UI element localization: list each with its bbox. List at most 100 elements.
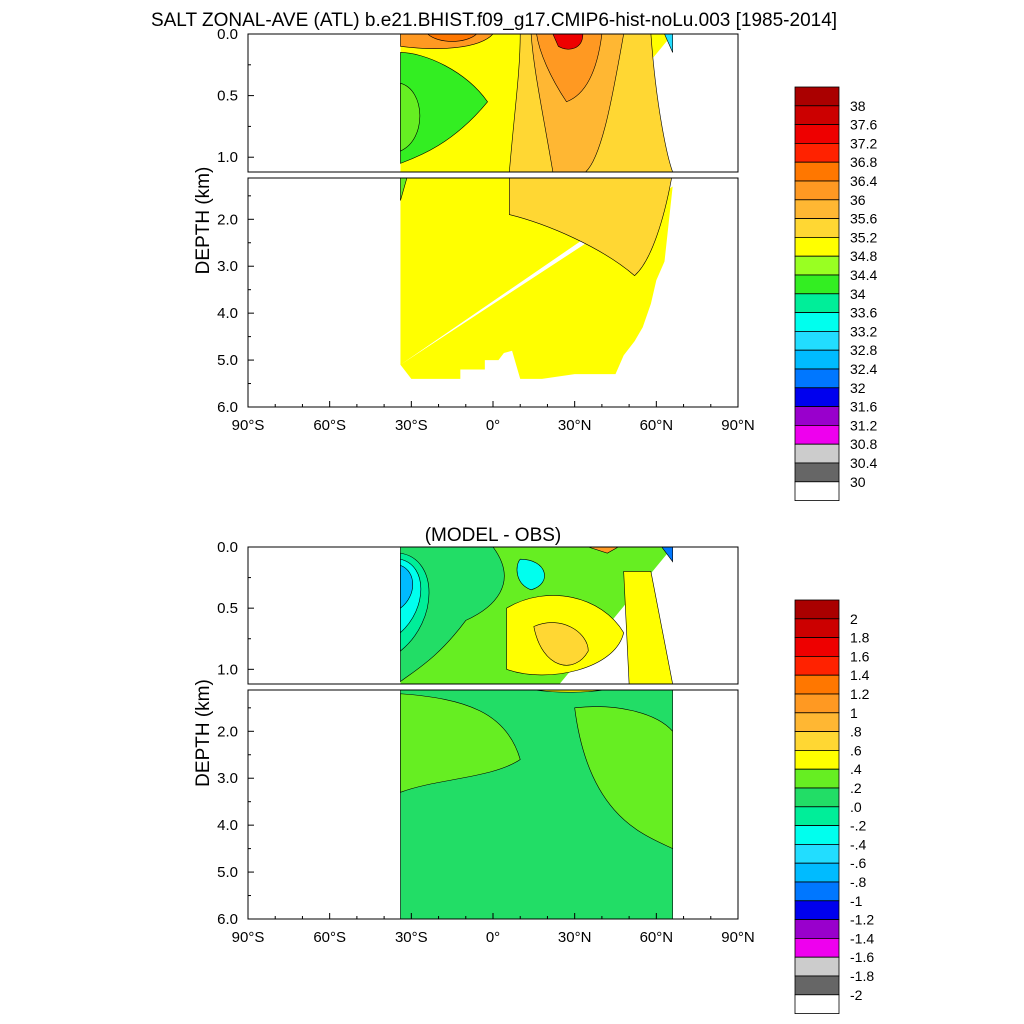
colorbar-box [794,844,840,864]
colorbar-label: 35.2 [850,229,877,245]
colorbar-label: 30 [850,474,866,490]
colorbar-box [794,656,840,676]
colorbar-label: 1.4 [850,667,870,683]
y-tick-label: 0.5 [217,600,238,617]
y-tick-label: 5.0 [217,864,238,881]
colorbar-label: -1.6 [850,949,874,965]
colorbar-box [794,387,840,407]
colorbar-box [794,787,840,808]
colorbar-label: .4 [850,761,862,777]
x-tick-label: 30°S [395,417,428,434]
contour-region [664,34,673,53]
y-tick-label: 2.0 [217,211,238,228]
colorbar-label: 1 [850,705,858,721]
colorbar-box [794,599,840,620]
contour-region [400,693,521,793]
colorbar-box [794,462,840,483]
colorbar-box [794,731,840,751]
colorbar-label: 1.6 [850,648,870,664]
y-axis-label: DEPTH (km) [193,167,214,275]
colorbar-box [794,142,840,163]
colorbar: 38 37.6 37.2 36.8 36.4 36 35.6 35.2 34.8 34.4 34 33… [794,86,877,501]
colorbar-label: -1.4 [850,930,874,946]
colorbar-label: 32.8 [850,342,877,358]
colorbar-box [794,481,840,501]
y-tick-label: 1.0 [217,661,238,678]
x-tick-label: 90°S [232,417,265,434]
colorbar-box [794,750,840,770]
colorbar-label: 32 [850,380,866,396]
panel-2: 0.00.51.02.03.04.05.06.090°S 60°S 30°S 0° 30… [193,539,874,1014]
y-tick-label: 5.0 [217,352,238,369]
colorbar-box [794,180,840,201]
field-upper [400,547,673,684]
y-tick-label: 0.0 [217,26,238,43]
colorbar-label: 32.4 [850,361,877,377]
colorbar-box [794,349,840,370]
colorbar-box [794,443,840,464]
colorbar-label: 31.6 [850,399,877,415]
x-tick-label: 90°S [232,929,265,946]
colorbar-box [794,105,840,126]
x-tick-label: 60°N [640,929,674,946]
y-tick-label: 6.0 [217,399,238,416]
contour-region [623,571,673,684]
contour-region [400,82,421,152]
y-tick-label: 0.5 [217,88,238,105]
colorbar: 21.81.61.41.21.8.6.4.2.0-.2-.4-.6-.8-1-1… [794,599,874,1014]
y-tick-label: 1.0 [217,149,238,166]
colorbar-box [794,900,840,920]
colorbar-box [794,862,840,883]
x-tick-label: 30°N [558,929,592,946]
colorbar-label: 34.8 [850,248,877,264]
colorbar-box [794,368,840,389]
figure-title: SALT ZONAL-AVE (ATL) b.e21.BHIST.f09_g17… [151,10,837,31]
colorbar-label: -.2 [850,818,867,834]
colorbar-label: 30.8 [850,436,877,452]
colorbar-label: .0 [850,799,862,815]
colorbar-box [794,618,840,638]
contour-region [533,622,589,666]
colorbar-box [794,881,840,902]
colorbar-box [794,938,840,958]
colorbar-label: 1.2 [850,686,870,702]
colorbar-box [794,218,840,238]
panels: 0.00.51.02.03.04.05.06.090°S 60°S 30°S 0° 30… [193,26,877,1014]
x-tick-label: 0° [486,417,500,434]
x-tick-label: 0° [486,929,500,946]
colorbar-box [794,768,840,789]
y-tick-label: 2.0 [217,723,238,740]
contour-region [516,558,545,591]
colorbar-box [794,293,840,313]
y-tick-label: 6.0 [217,911,238,928]
colorbar-label: -.8 [850,874,867,890]
colorbar-label: 31.2 [850,417,877,433]
colorbar-box [794,274,840,295]
field-base [400,178,673,379]
colorbar-label: 34.4 [850,267,877,283]
colorbar-box [794,956,840,977]
colorbar-label: 30.4 [850,455,877,471]
colorbar-box [794,199,840,220]
contour-region [400,52,488,164]
y-tick-label: 3.0 [217,258,238,275]
contour-region [533,690,605,693]
colorbar-box [794,919,840,939]
colorbar-label: .6 [850,742,862,758]
panel-2-title: (MODEL - OBS) [425,525,562,546]
colorbar-box [794,236,840,257]
x-tick-label: 60°N [640,417,674,434]
colorbar-label: .2 [850,780,862,796]
contour-region [400,564,413,609]
colorbar-box [794,825,840,845]
x-tick-label: 30°N [558,417,592,434]
colorbar-label: -.4 [850,836,867,852]
colorbar-label: 2 [850,611,858,627]
colorbar-box [794,674,840,695]
colorbar-label: 36 [850,192,866,208]
upper-frame [247,546,739,685]
contour-region [400,178,408,201]
field-lower [400,178,673,379]
colorbar-box [794,975,840,996]
colorbar-box [794,124,840,144]
